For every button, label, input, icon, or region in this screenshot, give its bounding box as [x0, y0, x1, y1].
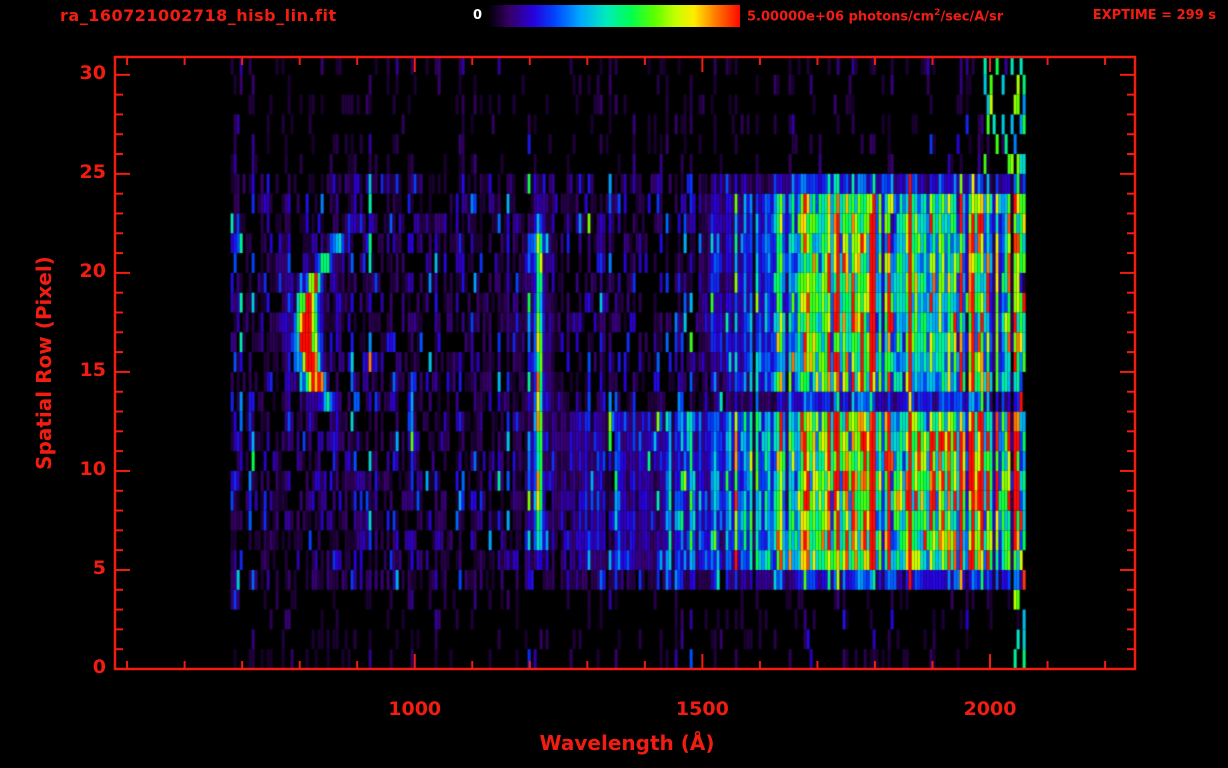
y-tick-label: 20 — [79, 259, 106, 282]
colorbar-max-suffix: /sec/A/sr — [940, 9, 1004, 25]
y-tick-label: 0 — [92, 656, 106, 678]
heatmap-canvas — [115, 57, 1135, 669]
x-tick-label: 1500 — [675, 698, 729, 720]
colorbar-max-label: 5.00000e+06 photons/cm2/sec/A/sr — [747, 8, 1003, 24]
colorbar-max-superscript: 2 — [934, 8, 941, 18]
exptime-label: EXPTIME = 299 s — [1092, 8, 1216, 23]
y-tick-label: 15 — [79, 358, 106, 381]
file-title: ra_160721002718_hisb_lin.fit — [60, 6, 337, 25]
plot-frame — [113, 55, 1137, 671]
y-tick-label: 25 — [79, 160, 106, 183]
x-tick-label: 2000 — [963, 698, 1017, 720]
y-tick-label: 10 — [79, 457, 106, 480]
x-axis-title: Wavelength (Å) — [539, 731, 715, 755]
y-tick-label: 30 — [79, 61, 106, 84]
colorbar-max-prefix: 5.00000e+06 photons/cm — [747, 9, 935, 25]
colorbar-min-label: 0 — [472, 8, 482, 23]
y-tick-label: 5 — [92, 556, 106, 579]
x-tick-label: 1000 — [388, 698, 442, 720]
colorbar — [487, 5, 740, 27]
